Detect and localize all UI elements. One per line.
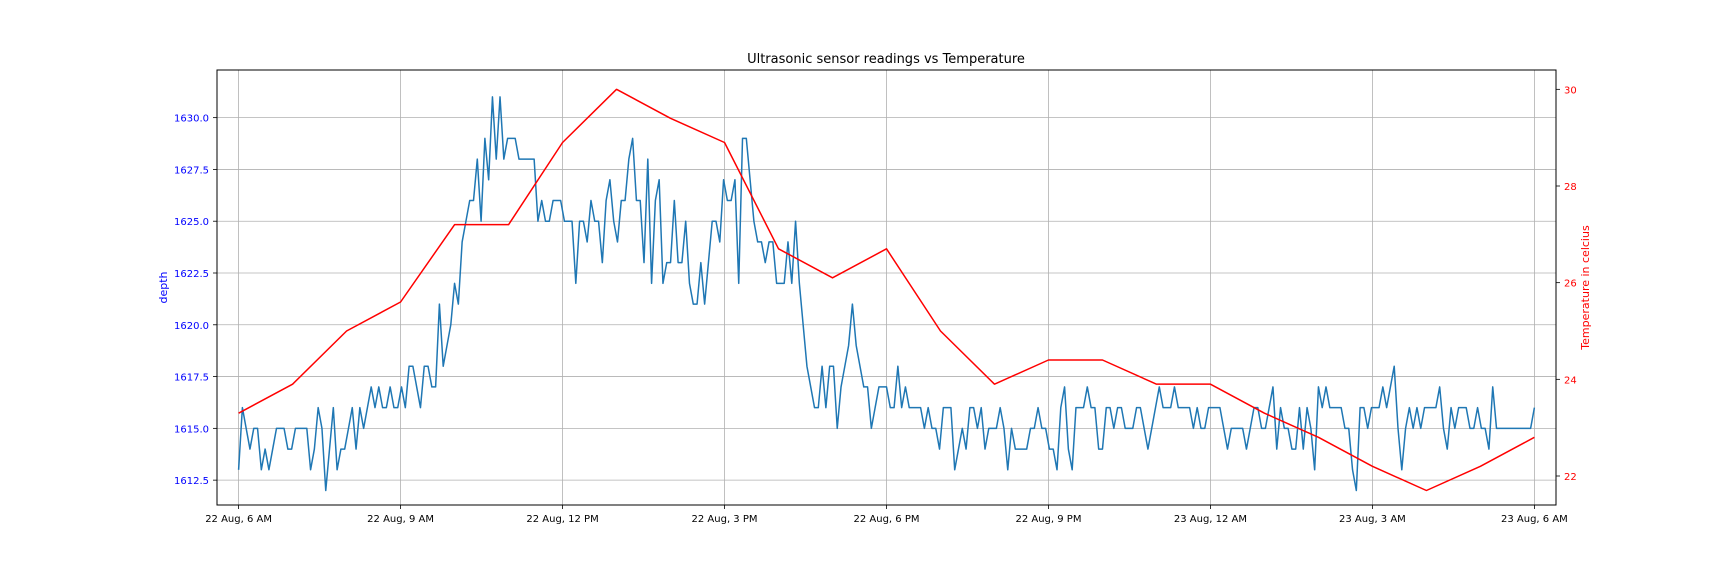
series-line-temperature — [238, 88, 1535, 492]
y-tick-label: 1625.0 — [174, 217, 209, 228]
y-tick-label: 1620.0 — [174, 321, 209, 332]
y2-tick-label: 26 — [1564, 279, 1577, 290]
axes: 22 Aug, 6 AM 22 Aug, 9 AM 22 Aug, 12 PM 22 … — [174, 85, 1577, 525]
y2-tick-label: 22 — [1564, 472, 1577, 483]
x-tick-label: 22 Aug, 9 AM — [367, 514, 434, 525]
y-tick-label: 1622.5 — [174, 269, 209, 280]
y2-axis-label: Temperature in celcius — [1579, 225, 1592, 351]
series-line-depth — [237, 96, 1536, 492]
x-tick-label: 23 Aug, 3 AM — [1339, 514, 1406, 525]
y2-tick-label: 28 — [1564, 182, 1577, 193]
y-tick-label: 1627.5 — [174, 165, 209, 176]
y2-tick-label: 30 — [1564, 85, 1577, 96]
y-tick-label: 1615.0 — [174, 424, 209, 435]
y2-tick-label: 24 — [1564, 375, 1577, 386]
y-tick-label: 1612.5 — [174, 476, 209, 487]
x-tick-label: 23 Aug, 12 AM — [1174, 514, 1247, 525]
x-tick-label: 23 Aug, 6 AM — [1501, 514, 1568, 525]
x-tick-label: 22 Aug, 9 PM — [1015, 514, 1081, 525]
x-tick-label: 22 Aug, 12 PM — [526, 514, 598, 525]
grid — [217, 70, 1556, 505]
x-tick-label: 22 Aug, 6 AM — [205, 514, 272, 525]
x-tick-label: 22 Aug, 6 PM — [854, 514, 920, 525]
y-tick-label: 1630.0 — [174, 114, 209, 125]
x-tick-label: 22 Aug, 3 PM — [692, 514, 758, 525]
plot-area — [237, 88, 1536, 492]
y-axis-label: depth — [157, 271, 170, 303]
y-tick-label: 1617.5 — [174, 373, 209, 384]
chart-title: Ultrasonic sensor readings vs Temperatur… — [747, 52, 1025, 67]
